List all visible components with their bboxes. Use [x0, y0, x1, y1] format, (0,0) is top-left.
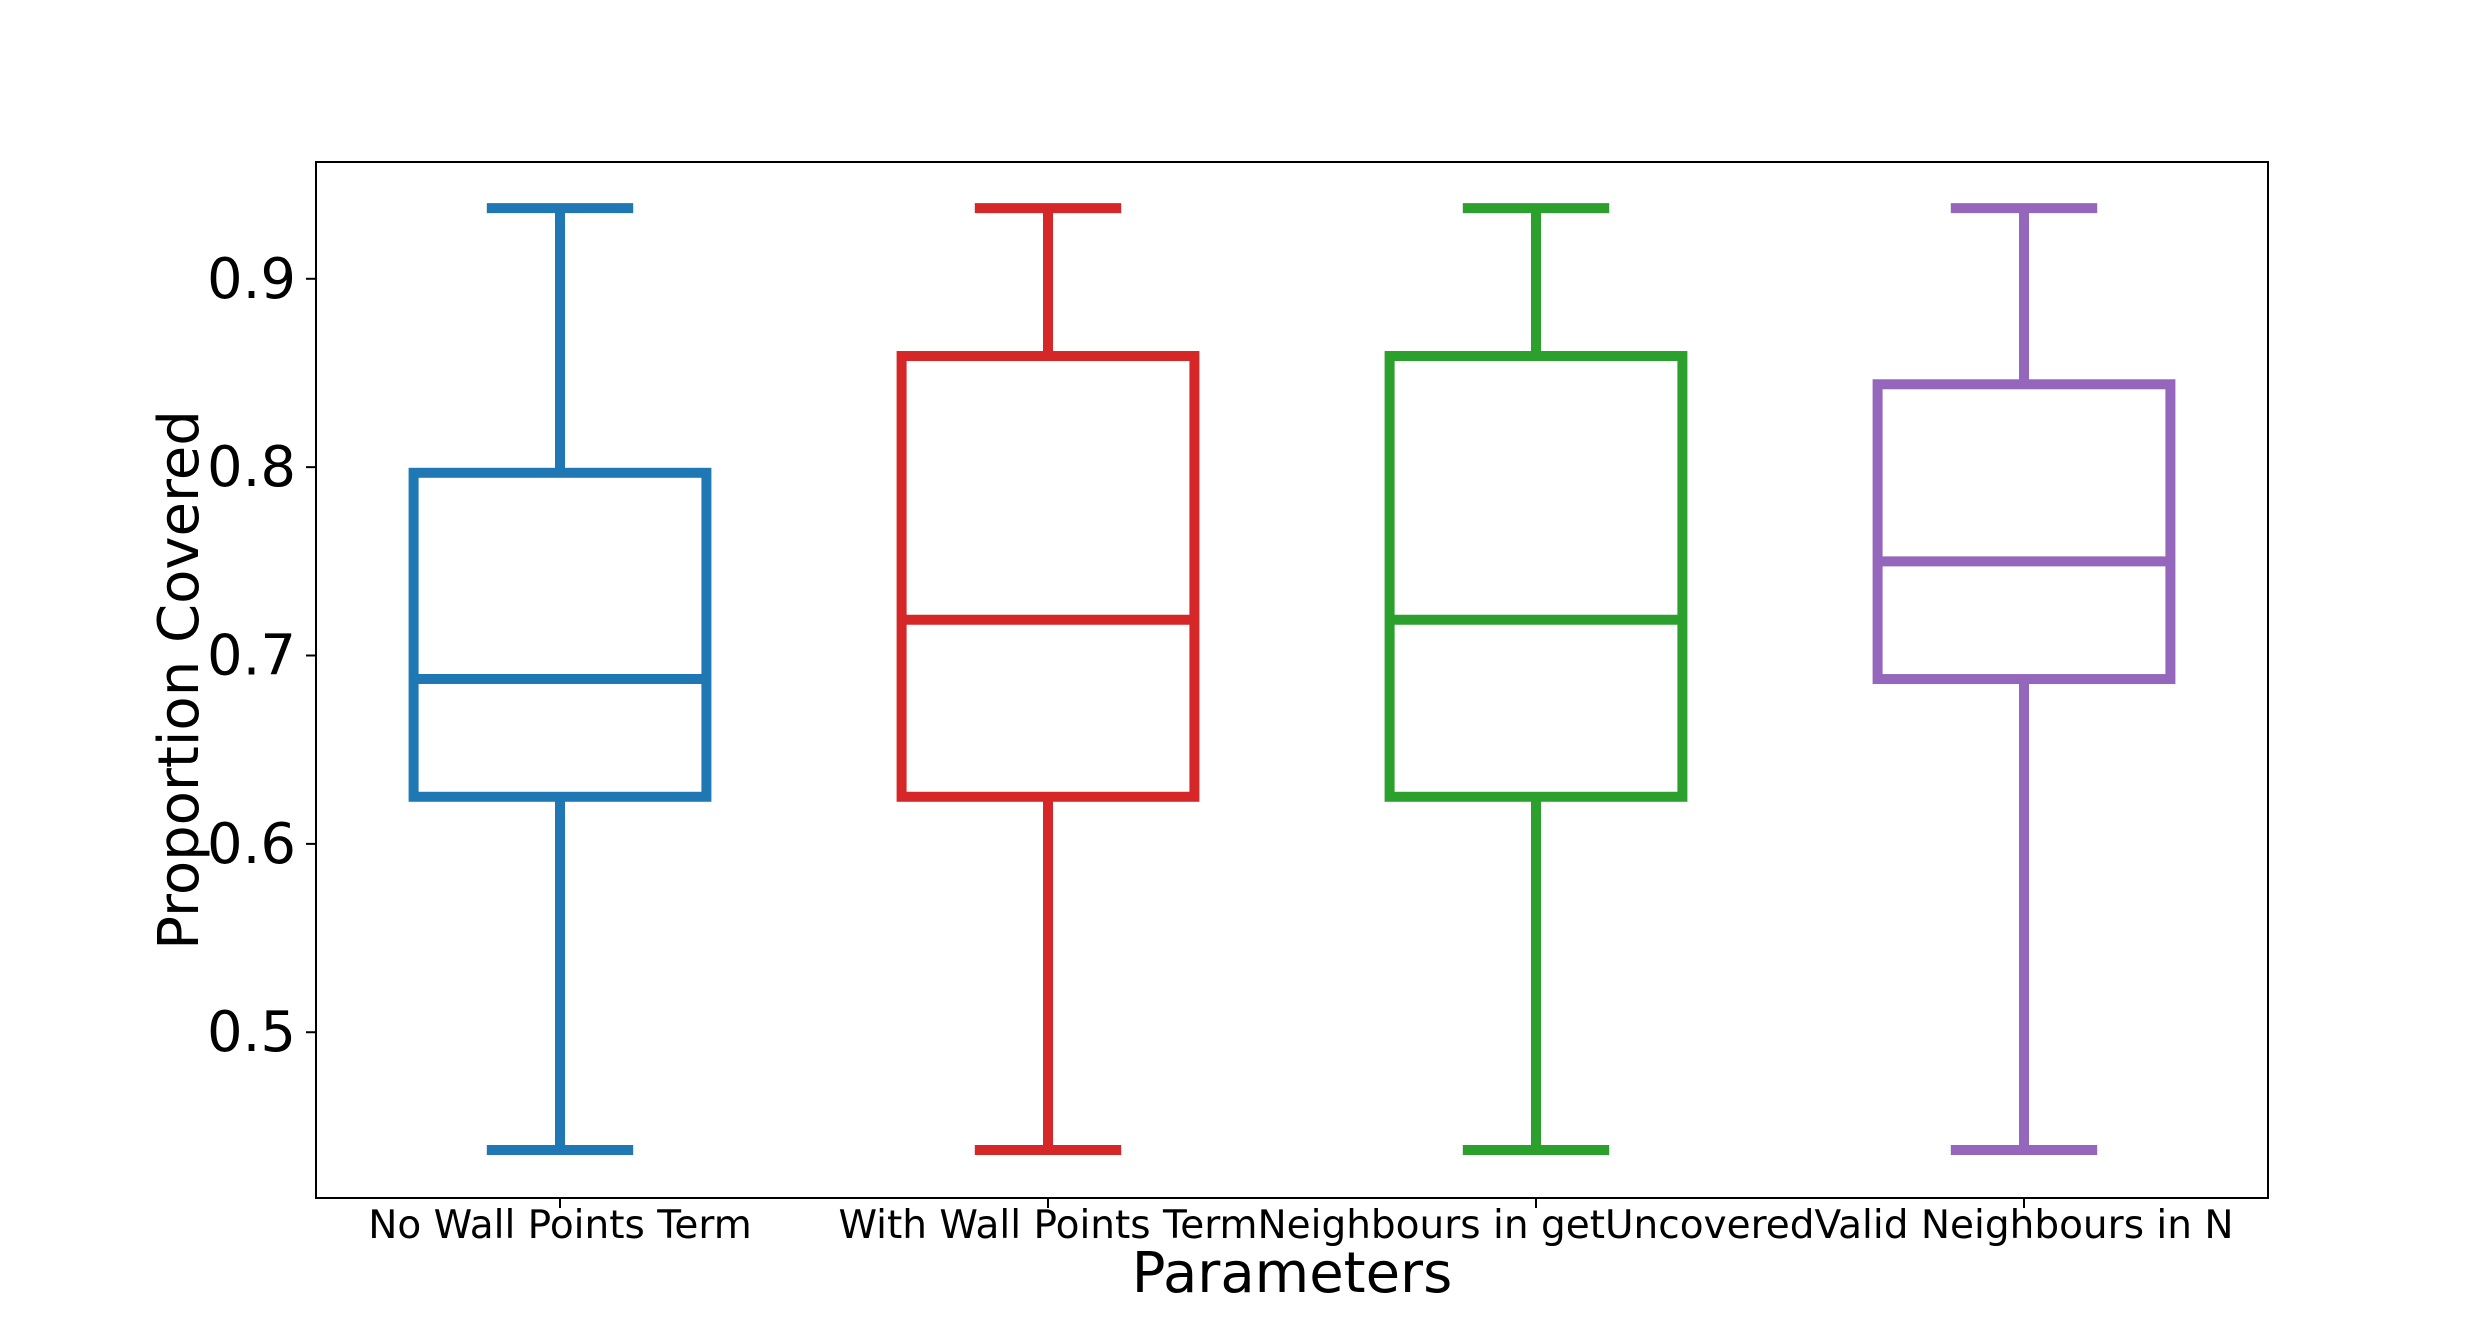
y-tick-label: 0.6 — [207, 812, 296, 877]
x-tick-label: No Wall Points Term — [368, 1203, 752, 1248]
y-tick-label: 0.5 — [207, 1000, 296, 1065]
box-group — [896, 203, 1200, 1155]
iqr-box — [896, 351, 1200, 802]
y-tick-label: 0.8 — [207, 435, 296, 500]
iqr-box — [1384, 351, 1688, 802]
x-axis-label: Parameters — [1132, 1241, 1453, 1306]
box-marks — [408, 203, 2176, 1155]
y-axis-label: Proportion Covered — [147, 410, 212, 950]
box-group — [1384, 203, 1688, 1155]
iqr-box — [408, 467, 712, 802]
x-tick-label: With Wall Points Term — [838, 1203, 1257, 1248]
x-tick-label: Valid Neighbours in N — [1814, 1203, 2233, 1248]
x-tick-label: Neighbours in getUncovered — [1257, 1203, 1814, 1248]
box-group — [408, 203, 712, 1155]
y-tick-label: 0.9 — [207, 247, 296, 312]
box-group — [1872, 203, 2176, 1155]
x-axis: No Wall Points Term With Wall Points Term… — [368, 1198, 2234, 1248]
y-axis: 0.5 0.6 0.7 0.8 0.9 — [207, 247, 316, 1065]
y-tick-label: 0.7 — [207, 624, 296, 689]
iqr-box — [1872, 379, 2176, 685]
